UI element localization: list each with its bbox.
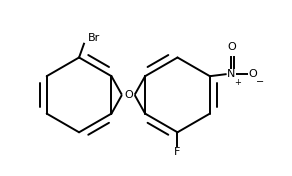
Text: F: F (174, 147, 181, 157)
Text: −: − (256, 77, 264, 87)
Text: Br: Br (88, 33, 100, 43)
Text: +: + (234, 78, 241, 87)
Text: O: O (249, 69, 258, 79)
Text: O: O (227, 42, 236, 52)
Text: O: O (124, 90, 133, 100)
Text: N: N (227, 69, 236, 79)
